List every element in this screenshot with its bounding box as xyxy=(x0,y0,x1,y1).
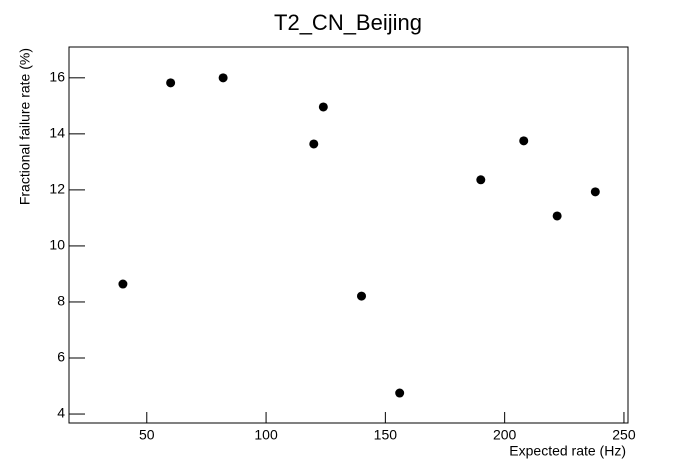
data-point xyxy=(318,102,328,112)
y-tick-label: 4 xyxy=(57,405,65,421)
y-tick-label: 10 xyxy=(49,237,65,253)
y-tick-label: 12 xyxy=(49,181,65,197)
y-tick-label: 14 xyxy=(49,125,65,141)
x-axis-label: Expected rate (Hz) xyxy=(509,443,626,459)
x-tick-label: 250 xyxy=(612,427,636,443)
data-point xyxy=(118,279,128,289)
x-tick-label: 100 xyxy=(254,427,278,443)
chart-title: T2_CN_Beijing xyxy=(274,10,422,35)
y-tick-label: 8 xyxy=(57,293,65,309)
data-point xyxy=(519,136,529,146)
y-axis-label: Fractional failure rate (%) xyxy=(17,48,33,205)
data-point xyxy=(552,211,562,221)
data-point xyxy=(590,187,600,197)
plot-frame xyxy=(68,46,629,424)
x-tick-label: 150 xyxy=(374,427,398,443)
data-point xyxy=(218,73,228,83)
data-point xyxy=(476,175,486,185)
y-tick-label: 6 xyxy=(57,349,65,365)
y-tick-label: 16 xyxy=(49,69,65,85)
data-point xyxy=(357,291,367,301)
data-point xyxy=(395,388,405,398)
x-tick-label: 200 xyxy=(493,427,517,443)
data-point xyxy=(309,139,319,149)
x-tick-label: 50 xyxy=(139,427,155,443)
data-point xyxy=(166,78,176,88)
